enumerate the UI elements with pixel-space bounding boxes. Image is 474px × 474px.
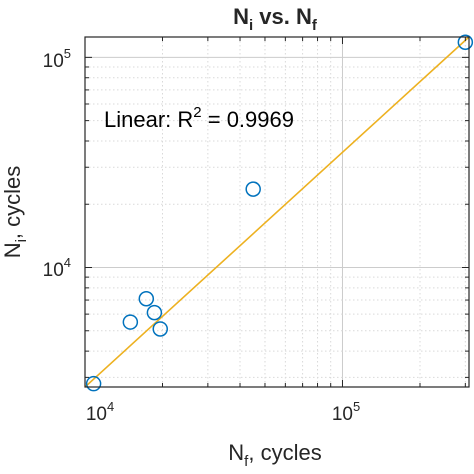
chart-title: Ni vs. Nf [233,4,318,34]
data-point [122,314,139,330]
plot-frame [84,36,470,388]
fit-line [84,36,470,388]
data-point [85,375,102,392]
grid-layer [84,37,469,387]
x-tick-label-10k: 104 [86,399,114,425]
x-axis-title: Nf, cycles [228,440,321,470]
data-point [138,291,155,307]
data-point [457,34,474,51]
points-layer [85,34,474,392]
y-axis-title: Ni, cycles [0,166,30,259]
x-tick-label-100k: 105 [332,399,360,425]
data-point [146,304,163,321]
fit-annotation: Linear: R2 = 0.9969 [104,104,294,132]
y-tick-label-100k: 105 [43,46,71,72]
data-point [245,181,261,197]
data-point [152,321,169,337]
y-tick-label-10k: 104 [43,255,71,281]
fit-layer [84,36,470,388]
